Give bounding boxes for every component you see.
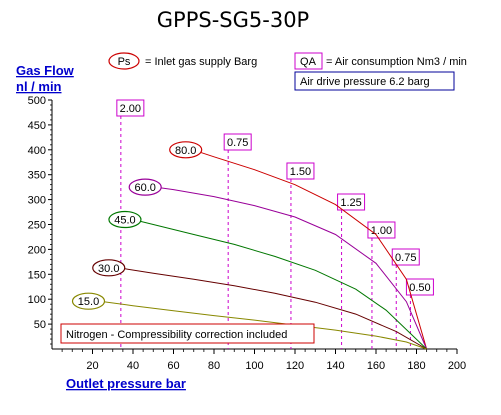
x-tick-label: 40 (127, 360, 139, 372)
y-tick-label: 100 (28, 294, 46, 306)
x-tick-label: 120 (286, 360, 304, 372)
x-tick-label: 180 (407, 360, 425, 372)
qa-label: 0.75 (227, 137, 248, 149)
qa-label-box (223, 133, 252, 151)
x-tick-label: 100 (245, 360, 263, 372)
y-tick-label: 500 (28, 95, 46, 107)
qa-label: 1.00 (371, 225, 392, 237)
y-tick-label: 350 (28, 170, 46, 182)
y-tick-label: 300 (28, 195, 46, 207)
y-tick-label: 250 (28, 220, 46, 232)
series-line-80.0 (189, 148, 428, 350)
qa-label-box (391, 248, 420, 266)
series-label: 80.0 (175, 145, 196, 157)
qa-label: 0.50 (409, 282, 430, 294)
x-tick-label: 160 (367, 360, 385, 372)
series-label: 30.0 (98, 263, 119, 275)
y-tick-label: 450 (28, 120, 46, 132)
legend-qa-text: = Air consumption Nm3 / min (326, 56, 467, 68)
x-tick-label: 80 (208, 360, 220, 372)
x-tick-label: 140 (326, 360, 344, 372)
series-label: 45.0 (114, 215, 135, 227)
qa-label-box (286, 162, 315, 180)
qa-label: 1.25 (340, 197, 361, 209)
legend-ps-key: Ps (118, 56, 131, 68)
y-tick-label: 400 (28, 145, 46, 157)
series-label: 60.0 (134, 182, 155, 194)
qa-label-box (337, 193, 366, 211)
series-label: 15.0 (78, 296, 99, 308)
x-axis-title: Outlet pressure bar (66, 376, 186, 391)
series-label-ellipse (108, 210, 142, 229)
air-drive-box (294, 71, 455, 91)
y-tick-label: 50 (34, 319, 46, 331)
legend-qa-key: QA (300, 56, 317, 68)
air-drive-text: Air drive pressure 6.2 barg (300, 76, 430, 88)
y-axis-title-line2: nl / min (16, 79, 62, 94)
legend-ps-ellipse (108, 52, 140, 70)
note-box (60, 323, 315, 344)
series-label-ellipse (128, 178, 162, 196)
series-line-45.0 (128, 218, 427, 350)
chart-title: GPPS-SG5-30P (157, 8, 309, 32)
series-label-ellipse (71, 292, 106, 310)
y-tick-label: 200 (28, 244, 46, 256)
y-tick-label: 150 (28, 269, 46, 281)
qa-label: 0.75 (395, 252, 416, 264)
series-line-30.0 (112, 266, 427, 350)
x-tick-label: 60 (167, 360, 179, 372)
x-tick-label: 20 (86, 360, 98, 372)
qa-label: 2.00 (120, 103, 141, 115)
legend-ps-text: = Inlet gas supply Barg (145, 56, 257, 68)
series-line-15.0 (92, 299, 427, 350)
note-text: Nitrogen - Compressibility correction in… (66, 329, 287, 341)
series-label-ellipse (92, 259, 126, 277)
y-axis-title-line1: Gas Flow (16, 63, 75, 78)
series-line-60.0 (149, 185, 428, 350)
qa-label-box (116, 99, 145, 117)
series-label-ellipse (169, 141, 203, 159)
legend-qa-box (294, 52, 323, 70)
qa-label-box (405, 278, 434, 296)
x-tick-label: 200 (448, 360, 466, 372)
plot-area: 50 100 150 200 250 300 350 400 450 500 20 40 60 80 100… (28, 95, 467, 372)
qa-label: 1.50 (290, 166, 311, 178)
